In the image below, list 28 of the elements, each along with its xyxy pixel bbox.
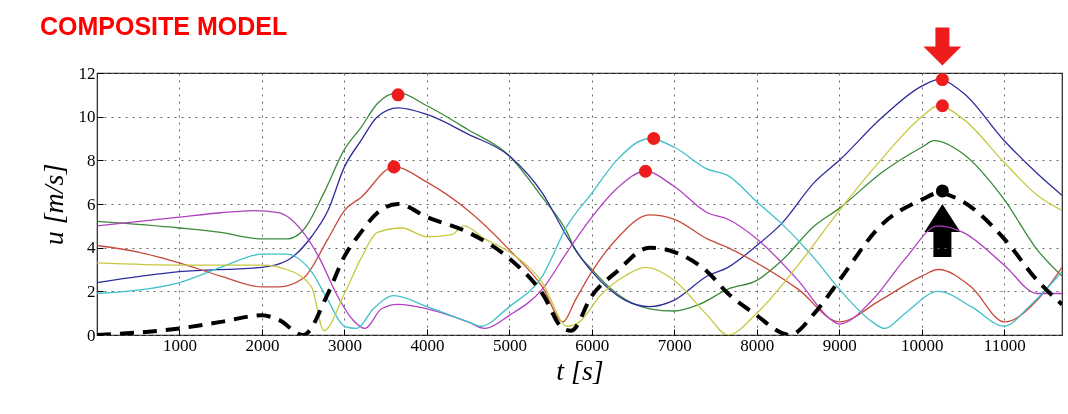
point bbox=[935, 184, 949, 198]
y-tick-label: 12 bbox=[78, 63, 96, 83]
x-axis-title: t [s] bbox=[556, 354, 604, 386]
x-tick-label: 3000 bbox=[327, 335, 362, 355]
point bbox=[387, 160, 401, 174]
x-tick-label: 2000 bbox=[245, 335, 280, 355]
x-tick-label: 7000 bbox=[657, 335, 692, 355]
point bbox=[935, 73, 949, 87]
y-tick-label: 6 bbox=[87, 194, 96, 214]
y-axis-title: u [m/s] bbox=[37, 163, 69, 246]
chart-title: COMPOSITE MODEL bbox=[40, 12, 288, 40]
y-tick-label: 4 bbox=[87, 238, 96, 258]
point bbox=[935, 99, 949, 113]
y-tick-label: 2 bbox=[87, 281, 96, 301]
point bbox=[647, 131, 661, 146]
x-tick-label: 1000 bbox=[162, 335, 197, 355]
y-tick-label: 0 bbox=[87, 325, 96, 345]
point bbox=[638, 164, 652, 178]
y-tick-label: 10 bbox=[78, 107, 96, 127]
x-tick-label: 8000 bbox=[740, 335, 775, 355]
x-tick-label: 11000 bbox=[983, 335, 1026, 355]
y-tick-label: 8 bbox=[87, 150, 96, 170]
point bbox=[391, 88, 405, 102]
x-tick-label: 4000 bbox=[410, 335, 445, 355]
x-tick-label: 6000 bbox=[575, 335, 610, 355]
x-tick-label: 9000 bbox=[822, 335, 857, 355]
x-tick-label: 5000 bbox=[492, 335, 527, 355]
x-tick-label: 10000 bbox=[901, 335, 944, 355]
